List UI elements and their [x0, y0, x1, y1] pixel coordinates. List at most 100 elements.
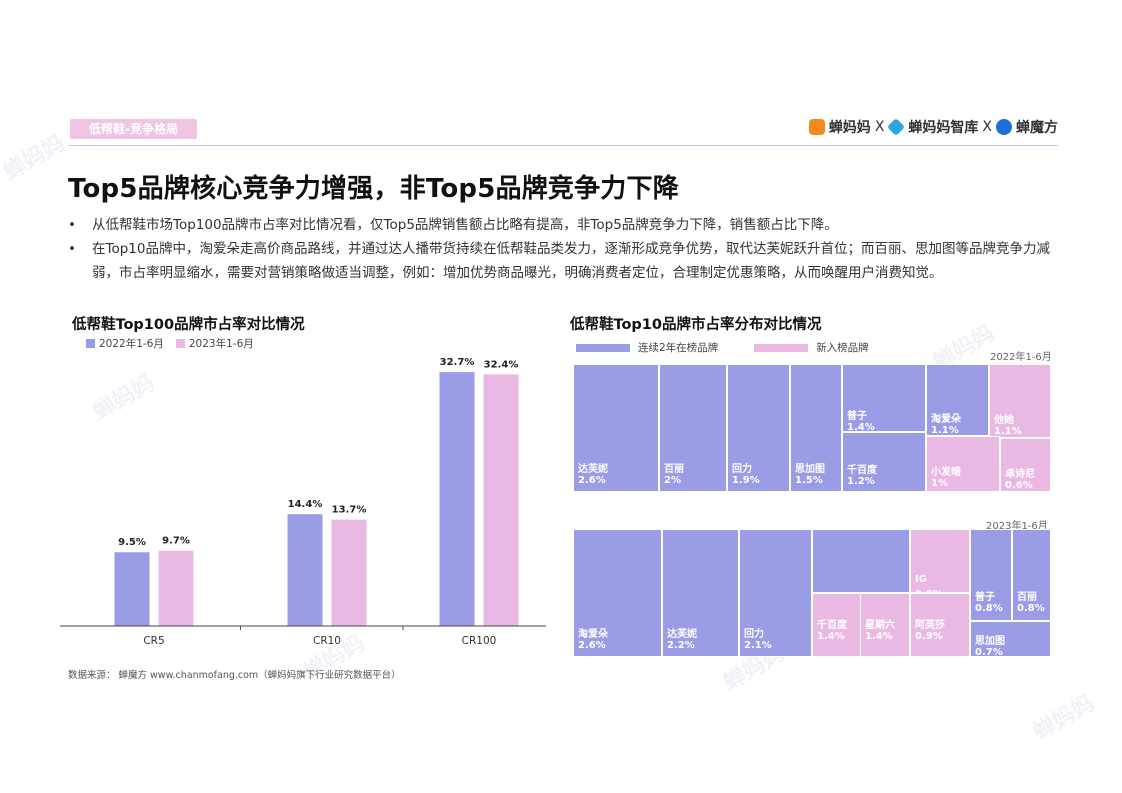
- treemap-value-label: 1.1%: [994, 426, 1022, 437]
- x-tick-label-CR10: CR10: [313, 635, 341, 647]
- treemap-cell: 思加图 1.5%: [790, 364, 842, 492]
- data-label-CR5-series-0: 9.5%: [118, 537, 146, 548]
- treemap-value-label: 2.6%: [578, 640, 606, 651]
- bar-CR10-series-0: [287, 514, 323, 626]
- treemap-cell: 达芙妮 2.2%: [662, 529, 739, 657]
- logo-separator: X: [874, 119, 885, 135]
- bar-chart: 9.5% 9.7% CR5 14.4% 13.7% CR10 32.7% 32.4% CR100: [60, 357, 546, 647]
- left-chart-legend: 2022年1-6月 2023年1-6月: [86, 336, 254, 351]
- logo-text: 蝉魔方: [1016, 120, 1058, 136]
- bar-CR5-series-1: [158, 550, 194, 626]
- bar-CR5-series-0: [114, 552, 150, 626]
- treemap-value-label: 0.8%: [975, 603, 1003, 614]
- treemap-cell: 星期六 1.4%: [860, 593, 910, 657]
- treemap-cell: 普子 0.8%: [970, 529, 1012, 621]
- right-chart-title: 低帮鞋Top10品牌市占率分布对比情况: [570, 317, 822, 333]
- treemap-2022-period: 2022年1-6月: [990, 352, 1052, 363]
- treemap-brand-label: 回力: [744, 629, 764, 640]
- treemap-cell: 千百度 1.2%: [842, 432, 926, 492]
- treemap-cell: 他她 1.1%: [989, 364, 1051, 438]
- legend-label-2023: 2023年1-6月: [188, 338, 254, 350]
- left-chart-title: 低帮鞋Top100品牌市占率对比情况: [72, 317, 305, 333]
- bar-CR100-series-0: [439, 372, 475, 626]
- chanmama-zhiku-logo-icon: [887, 117, 906, 137]
- logo-text: 蝉妈妈智库: [908, 120, 979, 136]
- treemap-brand-label: 星期六: [865, 620, 895, 631]
- treemap-cell: 淘爱朵 2.6%: [573, 529, 662, 657]
- treemap-cell: 小发暗 1%: [926, 436, 1000, 492]
- treemap-cell: 回力 2.1%: [739, 529, 812, 657]
- treemap-cell: IG0.9%: [910, 529, 970, 600]
- page-title: Top5品牌核心竞争力增强，非Top5品牌竞争力下降: [68, 174, 679, 204]
- treemap-value-label: 2.6%: [578, 475, 606, 486]
- treemap-cell: [812, 529, 910, 593]
- bar-CR10-series-1: [331, 519, 367, 626]
- treemap-value-label: 1.4%: [865, 631, 893, 642]
- treemap-cell: 达芙妮 2.6%: [573, 364, 659, 492]
- treemap-cell: 百丽 2%: [659, 364, 727, 492]
- treemap-value-label: 1.4%: [817, 631, 845, 642]
- treemap-value-label: 0.8%: [1017, 603, 1045, 614]
- bullet-marker: •: [68, 217, 76, 233]
- legend-swatch-2023: [175, 339, 185, 348]
- data-source: 数据来源： 蝉魔方 www.chanmofang.com（蝉妈妈旗下行业研究数据…: [68, 670, 401, 681]
- treemap-brand-label: 淘爱朵: [931, 414, 961, 425]
- header-divider: [68, 145, 1058, 146]
- treemap-brand-label: 百丽: [1017, 592, 1037, 603]
- treemap-brand-label: 思加图: [795, 464, 825, 475]
- treemap-cell: 普子 1.4%: [842, 364, 926, 433]
- x-tick-label-CR100: CR100: [462, 635, 497, 647]
- legend-swatch-existing: [576, 343, 630, 352]
- summary-bullets: • 从低帮鞋市场Top100品牌市占率对比情况看，仅Top5品牌销售额占比略有提…: [68, 213, 1058, 285]
- treemap-value-label: 2.1%: [744, 640, 772, 651]
- brand-logos: 蝉妈妈 X 蝉妈妈智库 X 蝉魔方: [808, 115, 1058, 139]
- chanmofang-logo-icon: [996, 119, 1012, 135]
- treemap-cell: 百丽 0.8%: [1012, 529, 1051, 621]
- treemap-brand-label: IG: [915, 574, 927, 585]
- data-label-CR10-series-0: 14.4%: [288, 499, 323, 510]
- treemap-value-label: 1.5%: [795, 475, 823, 486]
- treemap-value-label: 1.9%: [732, 475, 760, 486]
- treemap-cell: 回力 1.9%: [727, 364, 790, 492]
- watermark: 蝉妈妈: [1029, 690, 1100, 746]
- right-chart-legend: 连续2年在榜品牌 新入榜品牌: [576, 340, 869, 355]
- treemap-2023-period: 2023年1-6月: [986, 521, 1048, 532]
- treemap-cell: 卓诗尼 0.6%: [1000, 438, 1051, 492]
- treemap-brand-label: 千百度: [817, 620, 847, 631]
- data-label-CR5-series-1: 9.7%: [162, 536, 190, 547]
- treemap-cell: 淘爱朵 1.1%: [926, 364, 989, 436]
- treemap-brand-label: 小发暗: [931, 467, 961, 478]
- bullet-text: 在Top10品牌中，淘爱朵走高价商品路线，并通过达人播带货持续在低帮鞋品类发力，…: [92, 241, 1050, 281]
- treemap-brand-label: 百丽: [664, 464, 684, 475]
- treemap-value-label: 1.1%: [931, 425, 959, 436]
- treemap-value-label: 1.2%: [847, 476, 875, 487]
- treemap-brand-label: 淘爱朵: [578, 629, 608, 640]
- treemap-cell: 思加图 0.7%: [970, 621, 1051, 658]
- data-label-CR100-series-0: 32.7%: [440, 357, 475, 368]
- treemap-2022: 达芙妮 2.6% 百丽 2% 回力 1.9% 思加图 1.5% 普子 1.4% 千百度 1.2% 淘爱朵…: [573, 364, 1051, 492]
- treemap-brand-label: 卓诗尼: [1005, 469, 1035, 480]
- bar-CR100-series-1: [483, 374, 519, 626]
- treemap-brand-label: 他她: [994, 415, 1014, 426]
- treemap-value-label: 1.4%: [847, 422, 875, 433]
- chanmama-logo-icon: [808, 119, 825, 135]
- treemap-brand-label: 回力: [732, 464, 752, 475]
- bullet-item: • 在Top10品牌中，淘爱朵走高价商品路线，并通过达人播带货持续在低帮鞋品类发…: [68, 237, 1058, 285]
- treemap-brand-label: 阿芙莎: [915, 620, 945, 631]
- logo-separator: X: [982, 119, 992, 135]
- treemap-value-label: 0.7%: [975, 647, 1003, 658]
- treemap-2023: 淘爱朵2.6%达芙妮2.2%回力2.1%千百度1.4%星期六1.4%IG0.9%…: [573, 529, 1051, 658]
- legend-label-2022: 2022年1-6月: [99, 338, 164, 350]
- watermark: 蝉妈妈: [0, 130, 70, 186]
- treemap-brand-label: 普子: [975, 592, 995, 603]
- treemap-value-label: 0.6%: [1005, 480, 1033, 491]
- treemap-brand-label: 达芙妮: [578, 464, 608, 475]
- x-tick-label-CR5: CR5: [143, 635, 164, 647]
- bullet-item: • 从低帮鞋市场Top100品牌市占率对比情况看，仅Top5品牌销售额占比略有提…: [68, 213, 1058, 237]
- treemap-brand-label: 普子: [847, 411, 867, 422]
- bullet-marker: •: [68, 241, 76, 257]
- treemap-value-label: 2%: [664, 475, 681, 486]
- bullet-text: 从低帮鞋市场Top100品牌市占率对比情况看，仅Top5品牌销售额占比略有提高，…: [92, 217, 838, 233]
- legend-label-new: 新入榜品牌: [816, 342, 869, 354]
- legend-label-existing: 连续2年在榜品牌: [638, 342, 719, 354]
